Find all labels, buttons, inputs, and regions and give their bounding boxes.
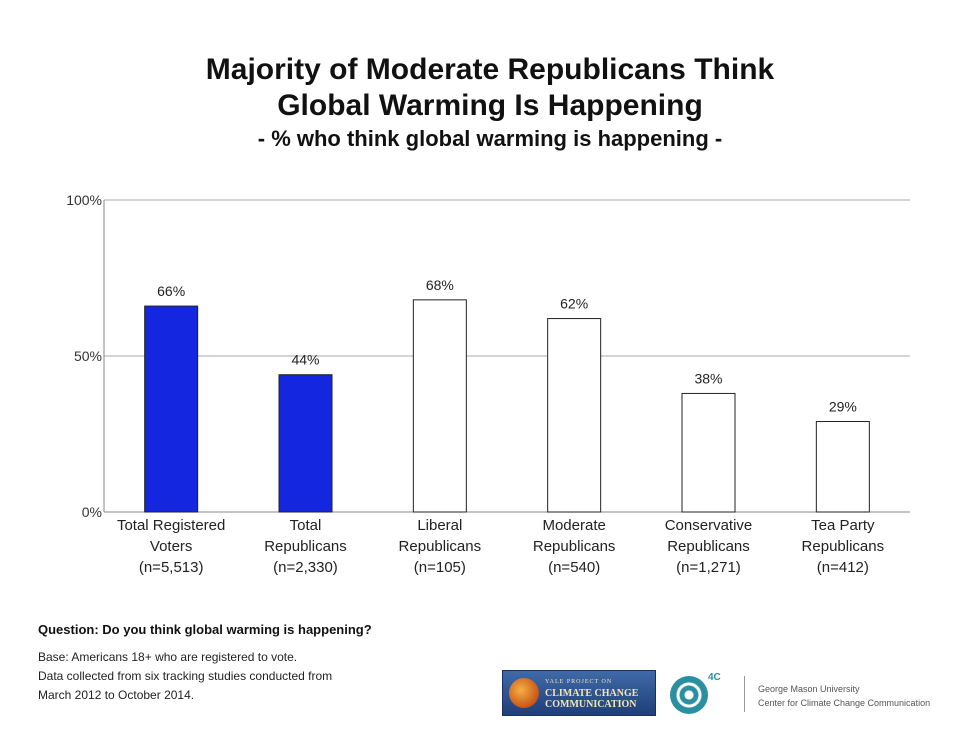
bar: [547, 318, 602, 513]
data-label: 44%: [291, 352, 319, 368]
category-label: Republicans: [399, 538, 482, 555]
category-label: Republicans: [667, 538, 750, 555]
ycc-small-text: YALE PROJECT ON: [545, 678, 613, 685]
category-label: (n=2,330): [273, 559, 338, 576]
data-label: 66%: [157, 283, 185, 299]
category-label: (n=1,271): [676, 559, 741, 576]
gmu-line-1: George Mason University: [758, 684, 860, 694]
category-label: Republicans: [264, 538, 347, 555]
chart-title-line-1: Majority of Moderate Republicans Think: [205, 53, 775, 86]
chart-title: Majority of Moderate Republicans Think G…: [0, 52, 980, 124]
base-note-line-1: Base: Americans 18+ who are registered t…: [38, 650, 298, 664]
data-label: 68%: [426, 277, 454, 293]
category-label: (n=5,513): [139, 559, 204, 576]
bar: [412, 299, 467, 513]
category-label: Voters: [150, 538, 193, 555]
category-label: Conservative: [665, 517, 753, 534]
y-tick-label: 0%: [82, 504, 102, 520]
logo-divider: [744, 676, 745, 712]
bar: [681, 392, 736, 513]
y-tick-label: 100%: [66, 192, 102, 208]
bar: [278, 374, 333, 513]
base-note-line-2: Data collected from six tracking studies…: [38, 669, 333, 683]
globe-icon: [509, 678, 539, 708]
data-label: 29%: [829, 399, 857, 415]
base-note: Base: Americans 18+ who are registered t…: [38, 648, 458, 705]
bar-chart: 0% 50% 100% 66% Total Registered Voters (n=5,5…: [66, 192, 910, 576]
ycc-line-1: CLIMATE CHANGE: [545, 687, 639, 699]
data-label: 38%: [694, 370, 722, 386]
category-label: (n=105): [414, 559, 466, 576]
category-label: Republicans: [533, 538, 616, 555]
gmu-logo-text: George Mason University Center for Clima…: [758, 682, 930, 710]
category-label: Total: [290, 517, 322, 534]
ycc-line-2: COMMUNICATION: [545, 698, 637, 710]
category-label: (n=412): [817, 559, 869, 576]
data-label: 62%: [560, 296, 588, 312]
category-label: Liberal: [417, 517, 462, 534]
y-tick-label: 50%: [74, 348, 102, 364]
category-label: Moderate: [542, 517, 605, 534]
bar: [815, 421, 870, 513]
category-label: Total Registered: [117, 517, 225, 534]
category-label: Republicans: [802, 538, 885, 555]
4c-logo: 4C: [668, 672, 721, 716]
chart-subtitle: - % who think global warming is happenin…: [257, 126, 723, 151]
spiral-icon: [670, 676, 708, 714]
4c-mark: 4C: [708, 672, 721, 683]
category-label: (n=540): [548, 559, 600, 576]
bar: [144, 305, 199, 513]
category-label: Tea Party: [811, 517, 875, 534]
chart-title-line-2: Global Warming Is Happening: [277, 89, 703, 122]
gmu-line-2: Center for Climate Change Communication: [758, 698, 931, 708]
yale-climate-logo: YALE PROJECT ON CLIMATE CHANGE COMMUNICA…: [502, 670, 656, 716]
base-note-line-3: March 2012 to October 2014.: [38, 688, 195, 702]
survey-question: Question: Do you think global warming is…: [38, 622, 372, 637]
